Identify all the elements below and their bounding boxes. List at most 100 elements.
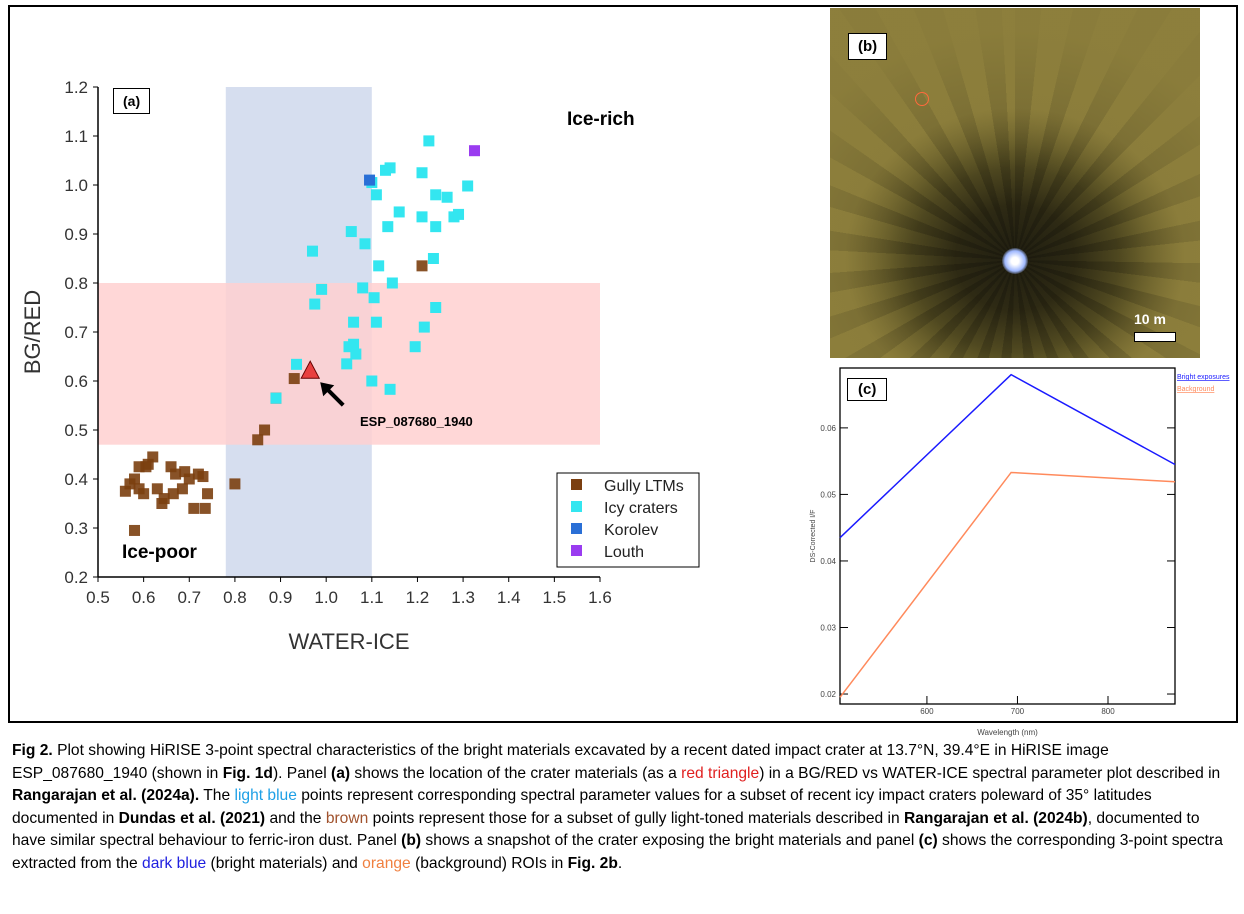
legend-swatch (571, 501, 582, 512)
esp-annotation: ESP_087680_1940 (360, 414, 473, 429)
caption-segment: , documented to have similar spectral be… (12, 809, 1200, 850)
y-tick-label: 0.02 (820, 690, 836, 699)
x-tick-label: 1.6 (588, 588, 612, 607)
caption-segment: orange (362, 854, 411, 872)
y-tick-label: 0.9 (64, 225, 88, 244)
x-axis-label: WATER-ICE (289, 629, 410, 654)
legend-swatch (571, 479, 582, 490)
annotation-arrowhead (320, 382, 335, 397)
data-point-icy-craters (462, 180, 474, 192)
legend-label: Gully LTMs (604, 478, 684, 495)
x-tick-label: 800 (1101, 707, 1115, 716)
caption-segment: Rangarajan et al. (2024b) (903, 809, 1088, 827)
caption-segment: Fig. 2b (567, 854, 618, 872)
data-point-louth (469, 145, 480, 157)
data-point-icy-craters (345, 226, 357, 238)
data-point-gully-ltms (133, 461, 145, 473)
caption-segment: (bright materials) and (206, 854, 363, 872)
data-point-gully-ltms (259, 424, 271, 436)
y-tick-label: 0.3 (64, 519, 88, 538)
y-tick-label: 0.8 (64, 274, 88, 293)
background-roi-marker (915, 92, 929, 106)
y-tick-label: 0.4 (64, 470, 88, 489)
data-point-icy-craters (418, 321, 430, 333)
legend-label: Louth (604, 544, 644, 561)
data-point-icy-craters (453, 208, 465, 220)
data-point-gully-ltms (179, 466, 191, 478)
esp-triangle-marker (300, 360, 321, 379)
panel-a-label: (a) (113, 88, 151, 114)
data-point-icy-craters (384, 383, 396, 395)
data-point-gully-ltms (183, 473, 195, 485)
data-point-gully-ltms (158, 493, 170, 505)
data-point-gully-ltms (170, 468, 182, 480)
ice-poor-label: Ice-poor (122, 542, 197, 563)
data-point-icy-craters (427, 253, 439, 264)
data-point-icy-craters (357, 282, 369, 294)
data-point-icy-craters (366, 375, 378, 387)
data-point-gully-ltms (416, 260, 428, 272)
crater-image: (b) 10 m (830, 8, 1200, 358)
data-point-icy-craters (306, 245, 318, 257)
data-point-gully-ltms (140, 461, 152, 473)
figure-frame (8, 5, 1238, 723)
y-tick-label: 1.2 (64, 78, 88, 97)
x-tick-label: 0.7 (177, 588, 201, 607)
caption-segment: red triangle (681, 764, 760, 782)
data-point-gully-ltms (147, 451, 159, 463)
caption-segment: points represent those for a subset of g… (368, 809, 904, 827)
bright-exposure-spot (1002, 248, 1028, 274)
caption-segment: and the (265, 809, 326, 827)
data-point-icy-craters (291, 358, 303, 370)
data-point-icy-craters (368, 292, 380, 304)
data-point-icy-craters (423, 135, 435, 147)
data-point-gully-ltms (288, 373, 300, 385)
data-point-icy-craters (370, 189, 382, 201)
data-point-gully-ltms (165, 461, 177, 473)
data-point-gully-ltms (129, 524, 141, 536)
y-tick-label: 0.6 (64, 372, 88, 391)
data-point-gully-ltms (202, 488, 214, 500)
x-tick-label: 1.5 (543, 588, 567, 607)
data-point-gully-ltms (188, 502, 200, 514)
y-tick-label: 0.03 (820, 623, 836, 632)
x-tick-label: 0.9 (269, 588, 293, 607)
caption-segment: brown (325, 809, 369, 827)
data-point-icy-craters (359, 238, 371, 250)
x-tick-label: 1.2 (406, 588, 430, 607)
data-point-icy-craters (430, 302, 442, 313)
data-point-korolev (364, 174, 376, 186)
data-point-gully-ltms (119, 485, 131, 497)
y-tick-label: 1.1 (64, 127, 88, 146)
data-point-icy-craters (430, 221, 442, 233)
caption-segment: (b) (401, 832, 422, 849)
data-point-gully-ltms (176, 483, 188, 495)
legend-label: Korolev (604, 522, 658, 539)
data-point-gully-ltms (167, 488, 179, 500)
caption-segment: Fig 2. (12, 742, 53, 759)
x-tick-label: 0.5 (86, 588, 110, 607)
data-point-gully-ltms (129, 473, 141, 485)
caption-segment: The (199, 787, 235, 804)
x-tick-label: 1.4 (497, 588, 521, 607)
data-point-icy-craters (416, 211, 428, 223)
data-point-icy-craters (441, 191, 453, 203)
caption-segment: Fig. 1d (222, 764, 273, 782)
caption-segment: ) in a BG/RED vs WATER-ICE spectral para… (759, 764, 1221, 782)
data-point-icy-craters (348, 338, 360, 350)
scale-bar (1134, 332, 1176, 342)
y-tick-label: 0.04 (820, 557, 836, 566)
caption-segment: Plot showing HiRISE 3-point spectral cha… (12, 742, 1109, 782)
x-tick-label: 1.3 (451, 588, 475, 607)
data-point-icy-craters (409, 341, 421, 353)
data-point-gully-ltms (229, 478, 241, 490)
x-tick-label: 1.1 (360, 588, 384, 607)
spectrum-line-background (839, 471, 1176, 698)
caption-segment: ). Panel (272, 764, 332, 782)
y-axis-label: BG/RED (20, 290, 45, 374)
caption-segment: Dundas et al. (2021) (118, 809, 266, 827)
x-tick-label: 600 (920, 707, 934, 716)
spectrum-line-bright-exposures (839, 373, 1176, 539)
caption-segment: dark blue (142, 854, 207, 872)
